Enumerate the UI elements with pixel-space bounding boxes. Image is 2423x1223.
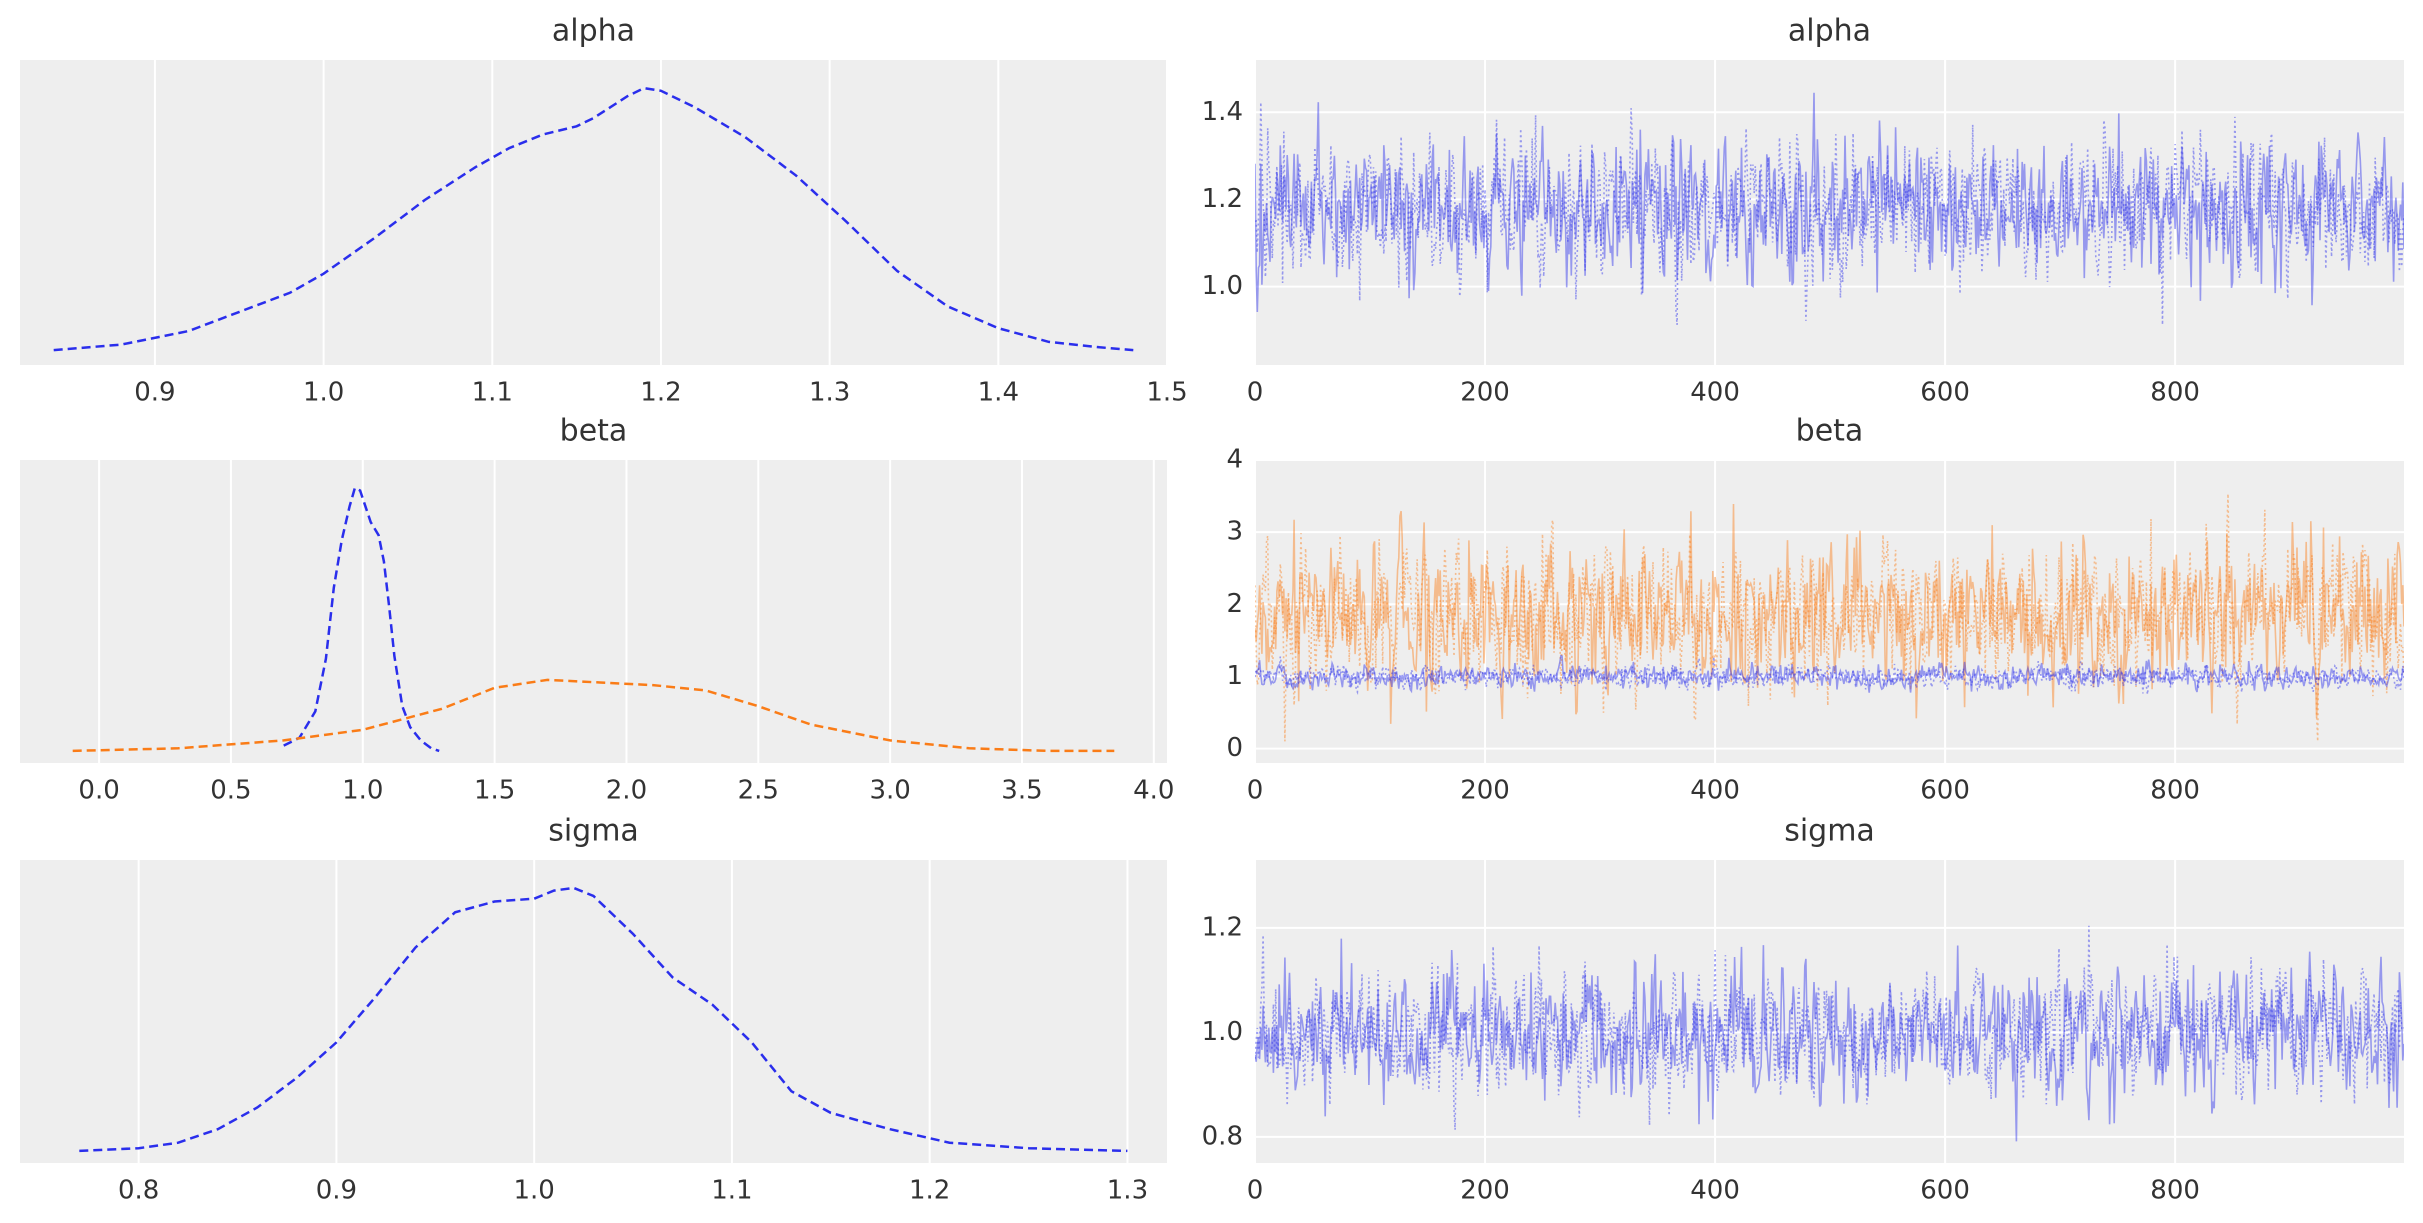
x-tick-label: 400 — [1690, 776, 1740, 806]
x-tick-label: 4.0 — [1133, 776, 1174, 806]
subplot-title: beta — [560, 414, 628, 449]
x-tick-label: 400 — [1690, 1176, 1740, 1206]
y-tick-label: 1.4 — [1202, 97, 1243, 127]
kde-curve-series-1 — [53, 86, 1134, 352]
trace-line-chain-1-series-1 — [1255, 92, 2404, 313]
kde-curve-series-1 — [79, 886, 1128, 1153]
x-tick-label: 1.3 — [809, 378, 850, 408]
x-tick-label: 1.0 — [513, 1176, 554, 1206]
subplot-title: alpha — [552, 14, 635, 49]
x-tick-label: 800 — [2150, 1176, 2200, 1206]
subplot-alpha-trace: alpha 0 200 400 600 800 1.0 1.2 1.4 — [1202, 14, 2404, 408]
kde-curve-series-1 — [283, 486, 440, 753]
y-tick-label: 4 — [1226, 445, 1243, 475]
x-tick-label: 1.5 — [474, 776, 515, 806]
y-tick-label: 1.2 — [1202, 184, 1243, 214]
y-tick-label: 2 — [1226, 589, 1243, 619]
x-tick-label: 600 — [1920, 378, 1970, 408]
x-tick-label: 0 — [1247, 1176, 1264, 1206]
subplot-title: alpha — [1788, 14, 1871, 49]
subplot-title: sigma — [1784, 814, 1875, 849]
plot-area — [1255, 860, 2404, 1163]
x-tick-label: 800 — [2150, 378, 2200, 408]
trace-line-chain-2-series-2 — [1255, 493, 2404, 742]
x-tick-label: 1.0 — [342, 776, 383, 806]
plot-area — [20, 460, 1167, 763]
subplot-title: sigma — [548, 814, 639, 849]
trace-line-chain-2-series-4 — [1255, 656, 2404, 695]
plot-area — [1255, 60, 2404, 365]
subplot-sigma-trace: sigma 0 200 400 600 800 0.8 1.0 1.2 — [1202, 814, 2404, 1206]
subplot-sigma-kde: sigma 0.8 0.9 1.0 1.1 1.2 1.3 — [20, 814, 1167, 1206]
x-tick-label: 0.9 — [134, 378, 175, 408]
x-tick-label: 3.5 — [1001, 776, 1042, 806]
x-tick-label: 0.0 — [78, 776, 119, 806]
y-tick-label: 1.0 — [1202, 1017, 1243, 1047]
x-tick-label: 0 — [1247, 378, 1264, 408]
x-tick-label: 2.5 — [738, 776, 779, 806]
x-tick-label: 600 — [1920, 1176, 1970, 1206]
x-tick-label: 600 — [1920, 776, 1970, 806]
y-tick-label: 3 — [1226, 517, 1243, 547]
y-tick-label: 0.8 — [1202, 1121, 1243, 1151]
x-tick-label: 3.0 — [869, 776, 910, 806]
x-tick-label: 400 — [1690, 378, 1740, 408]
x-tick-label: 1.1 — [472, 378, 513, 408]
x-tick-label: 0.5 — [210, 776, 251, 806]
trace-line-chain-1-series-1 — [1255, 503, 2404, 724]
subplot-title: beta — [1796, 414, 1864, 449]
subplot-alpha-kde: alpha 0.9 1.0 1.1 1.2 1.3 1.4 1.5 — [20, 14, 1188, 408]
x-tick-label: 200 — [1460, 378, 1510, 408]
x-tick-label: 2.0 — [606, 776, 647, 806]
y-tick-label: 1.2 — [1202, 912, 1243, 942]
subplot-beta-kde: beta 0.0 0.5 1.0 1.5 2.0 2.5 3.0 3.5 4.0 — [20, 414, 1174, 806]
x-tick-label: 1.2 — [640, 378, 681, 408]
x-tick-label: 1.3 — [1107, 1176, 1148, 1206]
x-tick-label: 200 — [1460, 1176, 1510, 1206]
x-tick-label: 1.4 — [978, 378, 1019, 408]
x-tick-label: 0.9 — [316, 1176, 357, 1206]
plot-area — [20, 60, 1167, 365]
x-tick-label: 1.2 — [909, 1176, 950, 1206]
subplot-beta-trace: beta 0 200 400 600 800 0 1 2 3 4 — [1226, 414, 2404, 806]
y-tick-label: 1 — [1226, 661, 1243, 691]
trace-line-chain-1-series-1 — [1255, 938, 2404, 1142]
x-tick-label: 200 — [1460, 776, 1510, 806]
y-tick-label: 1.0 — [1202, 271, 1243, 301]
trace-line-chain-1-series-3 — [1255, 654, 2404, 694]
x-tick-label: 1.0 — [303, 378, 344, 408]
x-tick-label: 0.8 — [118, 1176, 159, 1206]
x-tick-label: 1.5 — [1146, 378, 1187, 408]
x-tick-label: 800 — [2150, 776, 2200, 806]
kde-curve-series-2 — [72, 678, 1115, 753]
plot-area — [1255, 460, 2404, 763]
plot-area — [20, 860, 1167, 1163]
x-tick-label: 0 — [1247, 776, 1264, 806]
x-tick-label: 1.1 — [711, 1176, 752, 1206]
y-tick-label: 0 — [1226, 733, 1243, 763]
